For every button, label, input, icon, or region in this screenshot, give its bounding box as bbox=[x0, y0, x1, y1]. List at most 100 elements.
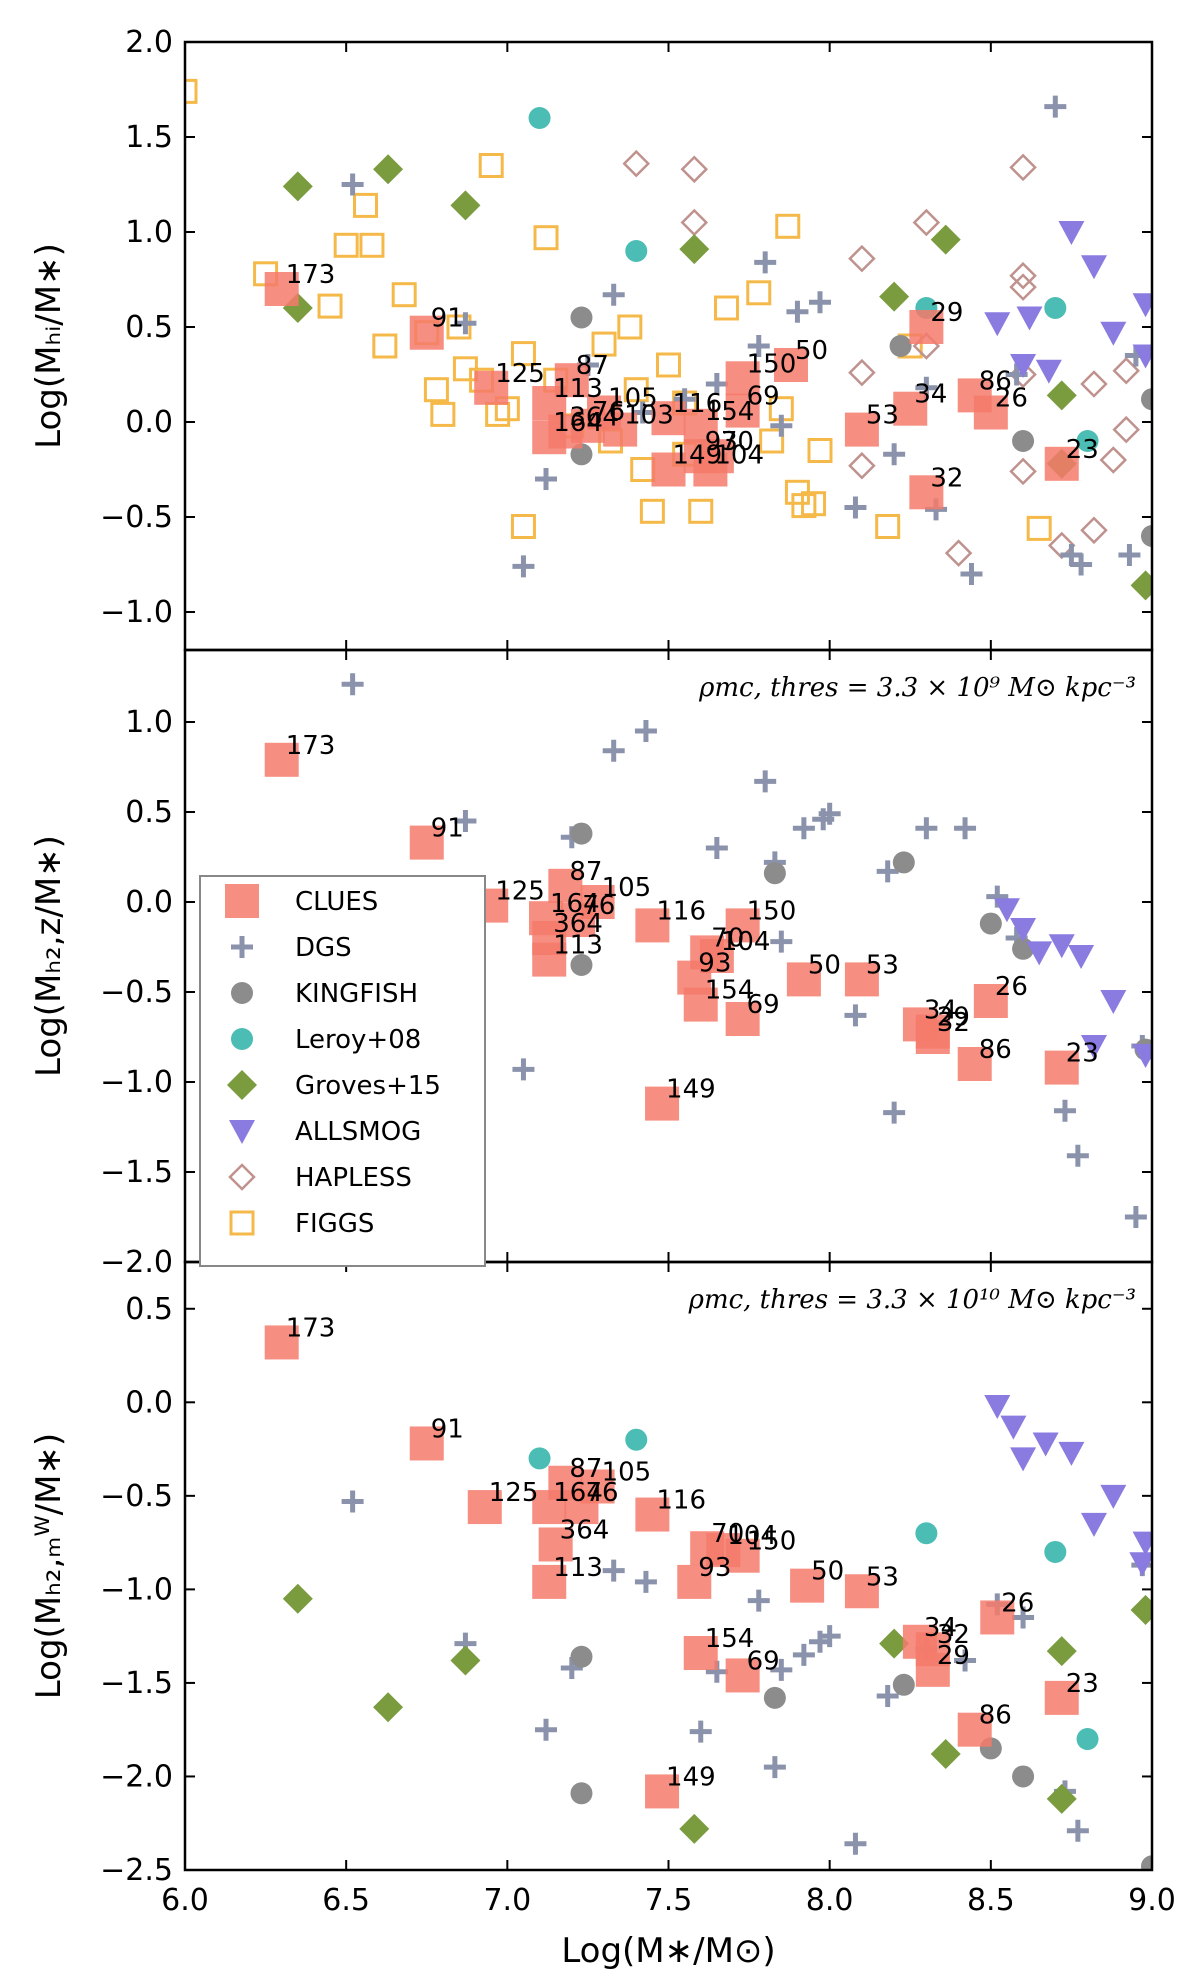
point-clues bbox=[773, 348, 808, 382]
point-label: 29 bbox=[937, 1003, 970, 1033]
point-label: 29 bbox=[930, 298, 963, 328]
point-figgs bbox=[746, 280, 772, 306]
point-dgs bbox=[883, 443, 906, 466]
point-clues bbox=[909, 475, 944, 510]
point-hapless bbox=[680, 155, 709, 184]
point-dgs bbox=[454, 312, 477, 335]
point-label: 364 bbox=[569, 403, 619, 433]
point-label: 164 bbox=[553, 408, 603, 438]
point-allsmog bbox=[1100, 1484, 1127, 1509]
legend-box bbox=[199, 875, 486, 1267]
point-allsmog bbox=[1080, 1512, 1107, 1537]
point-figgs bbox=[617, 314, 643, 340]
point-label: 86 bbox=[979, 366, 1012, 396]
point-dgs bbox=[705, 837, 728, 859]
point-dgs bbox=[1053, 1099, 1076, 1122]
point-dgs bbox=[792, 817, 815, 840]
point-label: 86 bbox=[979, 1035, 1012, 1065]
y-tick-label: 0.0 bbox=[125, 885, 173, 920]
point-clues bbox=[532, 1564, 567, 1599]
y-tick-label: 0.5 bbox=[125, 795, 173, 830]
y-tick-label: −0.5 bbox=[100, 975, 173, 1010]
legend-label: ALLSMOG bbox=[295, 1117, 421, 1147]
point-clues bbox=[580, 1469, 615, 1504]
point-label: 104 bbox=[721, 927, 771, 957]
point-kingfish bbox=[763, 1686, 786, 1709]
point-clues bbox=[725, 361, 760, 396]
point-leroy-08 bbox=[1076, 1728, 1099, 1751]
point-hapless bbox=[848, 358, 876, 387]
point-clues bbox=[844, 962, 879, 997]
point-figgs bbox=[759, 428, 785, 454]
x-tick-label: 7.0 bbox=[483, 1883, 531, 1918]
point-leroy-08 bbox=[1076, 430, 1099, 452]
point-label: 104 bbox=[714, 441, 764, 471]
point-groves-15 bbox=[879, 281, 910, 312]
point-clues bbox=[683, 1635, 718, 1670]
point-clues bbox=[409, 825, 444, 860]
point-kingfish bbox=[1012, 430, 1035, 452]
point-clues bbox=[532, 386, 567, 420]
point-dgs bbox=[1066, 1819, 1089, 1842]
y-tick-label: −2.5 bbox=[100, 1853, 173, 1888]
point-allsmog bbox=[1010, 1447, 1037, 1472]
y-tick-label: 1.0 bbox=[125, 705, 173, 740]
point-leroy-08 bbox=[625, 240, 648, 262]
point-label: 87 bbox=[569, 1454, 602, 1484]
point-groves-15 bbox=[879, 1628, 910, 1659]
point-kingfish bbox=[1141, 525, 1152, 547]
point-dgs bbox=[341, 173, 364, 196]
point-figgs bbox=[714, 295, 740, 321]
point-label: 32 bbox=[937, 1620, 970, 1650]
point-dgs bbox=[689, 1720, 712, 1743]
point-label: 105 bbox=[602, 873, 652, 903]
point-hapless bbox=[1009, 153, 1037, 182]
point-clues bbox=[645, 1086, 680, 1121]
point-figgs bbox=[688, 498, 714, 524]
point-label: 70 bbox=[711, 1519, 744, 1549]
point-allsmog bbox=[1000, 1415, 1027, 1440]
point-allsmog bbox=[1132, 293, 1152, 318]
point-dgs bbox=[915, 817, 938, 840]
point-label: 154 bbox=[705, 1624, 755, 1654]
point-label: 149 bbox=[666, 1075, 716, 1105]
point-dgs bbox=[770, 930, 793, 953]
point-figgs bbox=[359, 232, 385, 258]
point-label: 93 bbox=[698, 1553, 731, 1583]
point-hapless bbox=[1009, 457, 1037, 486]
point-dgs bbox=[634, 1570, 657, 1593]
legend-marker-kingfish bbox=[231, 982, 253, 1004]
point-kingfish bbox=[570, 954, 593, 976]
point-label: 26 bbox=[1001, 1588, 1034, 1618]
point-figgs bbox=[801, 491, 827, 517]
point-dgs bbox=[786, 300, 809, 323]
point-dgs bbox=[1066, 1144, 1089, 1167]
point-label: 50 bbox=[795, 336, 828, 366]
point-clues bbox=[957, 1047, 992, 1081]
x-tick-label: 8.5 bbox=[967, 1883, 1015, 1918]
point-label: 32 bbox=[937, 1008, 970, 1038]
point-groves-15 bbox=[1046, 380, 1077, 411]
point-allsmog bbox=[984, 1395, 1011, 1420]
point-figgs bbox=[333, 232, 359, 258]
point-groves-15 bbox=[679, 1813, 710, 1844]
y-tick-label: −2.0 bbox=[100, 1245, 173, 1280]
point-label: 76 bbox=[592, 397, 625, 427]
point-kingfish bbox=[892, 851, 915, 874]
point-label: 116 bbox=[656, 1486, 706, 1516]
point-clues bbox=[409, 315, 444, 350]
point-label: 69 bbox=[747, 1646, 780, 1676]
y-tick-label: −0.5 bbox=[100, 500, 173, 535]
point-clues bbox=[532, 942, 567, 977]
point-clues bbox=[973, 395, 1008, 430]
y-tick-label: −0.5 bbox=[100, 1479, 173, 1514]
legend-marker-clues bbox=[225, 884, 259, 918]
point-dgs bbox=[535, 468, 558, 490]
point-clues bbox=[844, 1574, 879, 1609]
point-label: 125 bbox=[495, 877, 545, 907]
panel-frame bbox=[183, 1260, 1154, 1872]
point-dgs bbox=[512, 555, 535, 578]
point-dgs bbox=[1012, 1606, 1035, 1629]
point-label: 173 bbox=[286, 260, 336, 290]
